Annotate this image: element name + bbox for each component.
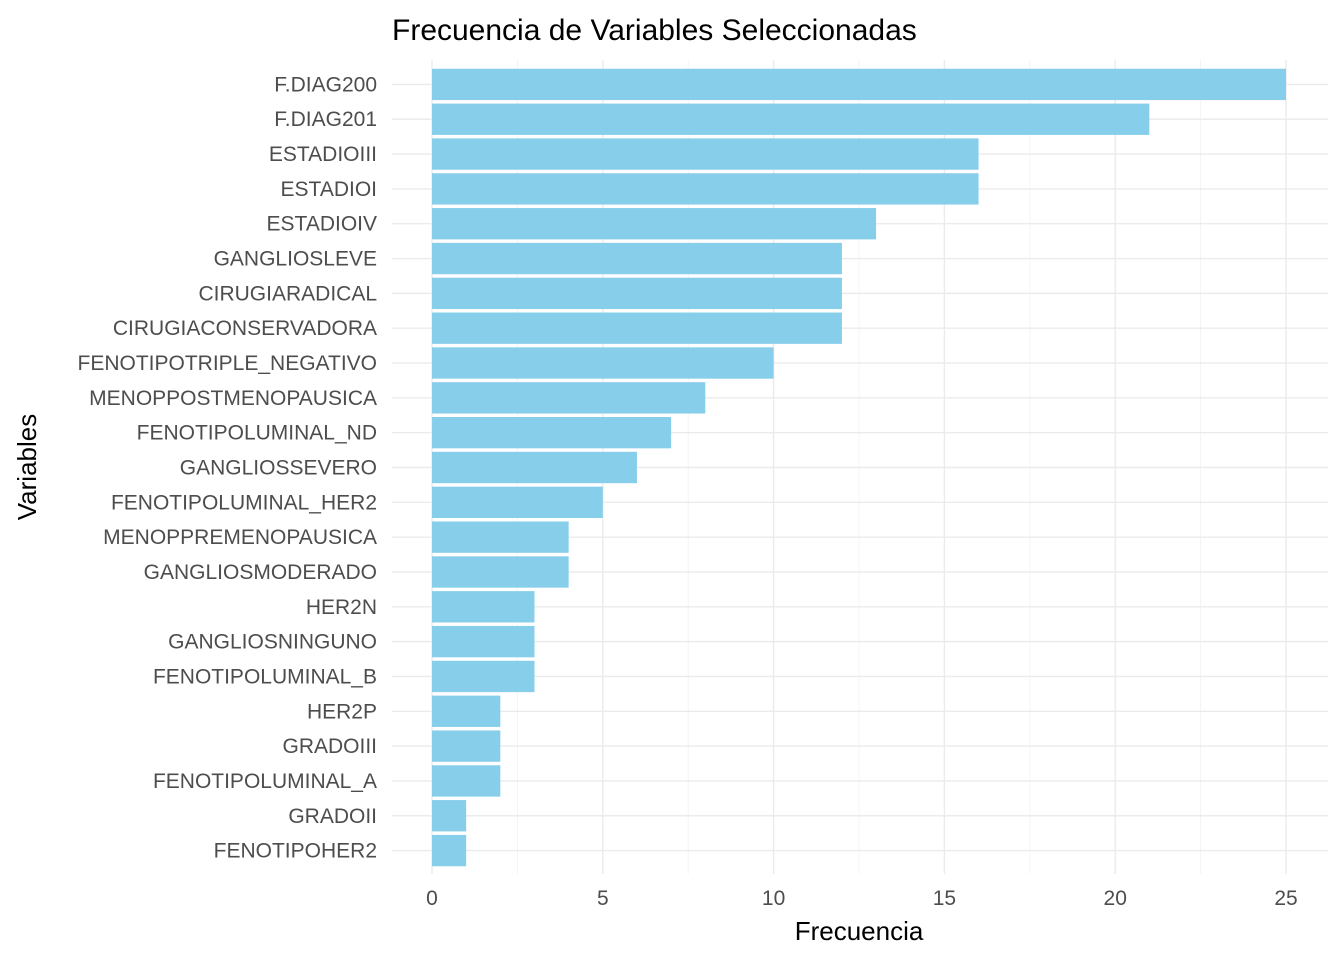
bar-f-diag201 (432, 103, 1150, 135)
y-tick-label: GANGLIOSLEVE (214, 248, 377, 271)
bar-fenotipoher2 (432, 834, 467, 867)
bar-menoppremenopausica (432, 521, 569, 553)
bar-gangliosleve (432, 242, 842, 275)
bar-estadioi (432, 173, 979, 205)
y-tick-label: ESTADIOIV (267, 213, 377, 236)
y-axis-tick-labels: F.DIAG200 F.DIAG201 ESTADIOIII ESTADIOI ESTA… (78, 73, 378, 862)
y-tick-label: F.DIAG200 (274, 73, 377, 96)
x-axis-title: Frecuencia (795, 916, 924, 946)
y-tick-label: HER2N (306, 596, 377, 619)
y-tick-label: FENOTIPOHER2 (214, 840, 377, 863)
y-tick-label: FENOTIPOLUMINAL_A (153, 770, 377, 793)
y-tick-label: ESTADIOI (281, 178, 377, 201)
y-tick-label: GANGLIOSMODERADO (144, 561, 377, 584)
chart-title: Frecuencia de Variables Seleccionadas (392, 14, 917, 47)
bar-her2p (432, 695, 501, 727)
bar-fenotipoluminal-a (432, 765, 501, 797)
y-tick-label: GRADOIII (282, 735, 377, 758)
bar-gradoii (432, 800, 467, 832)
y-tick-label: FENOTIPOLUMINAL_ND (137, 422, 377, 445)
x-tick-label: 20 (1104, 887, 1127, 910)
y-tick-label: F.DIAG201 (274, 108, 377, 131)
x-tick-label: 15 (933, 887, 956, 910)
y-tick-label: CIRUGIARADICAL (198, 282, 377, 305)
bar-fenotipoluminal-nd (432, 417, 672, 449)
bar-fenotipotriple-negativo (432, 347, 774, 379)
y-tick-label: GANGLIOSNINGUNO (168, 631, 377, 654)
bar-gangliosmoderado (432, 556, 569, 588)
bar-estadioiii (432, 138, 979, 170)
y-tick-label: FENOTIPOTRIPLE_NEGATIVO (78, 352, 378, 375)
bar-gradoiii (432, 730, 501, 762)
y-tick-label: HER2P (307, 700, 377, 723)
y-tick-label: MENOPPREMENOPAUSICA (103, 526, 377, 549)
bar-f-diag200 (432, 68, 1286, 101)
x-tick-label: 25 (1274, 887, 1297, 910)
y-tick-label: ESTADIOIII (269, 143, 377, 166)
y-axis-title: Variables (12, 414, 42, 520)
bar-estadioiv (432, 208, 877, 240)
bars (432, 68, 1286, 867)
bar-menoppostmenopausica (432, 382, 706, 414)
bar-cirugiaradical (432, 277, 842, 310)
y-tick-label: GANGLIOSSEVERO (180, 457, 377, 480)
x-axis-tick-labels: 0 5 10 15 20 25 (426, 887, 1298, 910)
bar-fenotipoluminal-her2 (432, 486, 603, 518)
x-tick-label: 0 (426, 887, 438, 910)
bar-gangliossevero (432, 451, 637, 484)
x-tick-label: 5 (597, 887, 609, 910)
y-tick-label: MENOPPOSTMENOPAUSICA (89, 387, 377, 410)
x-tick-label: 10 (762, 887, 785, 910)
y-tick-label: GRADOII (288, 805, 377, 828)
y-tick-label: CIRUGIACONSERVADORA (113, 317, 377, 340)
y-tick-label: FENOTIPOLUMINAL_B (153, 665, 377, 688)
bar-cirugiaconservadora (432, 312, 842, 344)
bar-her2n (432, 591, 535, 623)
y-tick-label: FENOTIPOLUMINAL_HER2 (111, 491, 377, 514)
bar-gangliosninguno (432, 625, 535, 658)
bar-fenotipoluminal-b (432, 660, 535, 693)
